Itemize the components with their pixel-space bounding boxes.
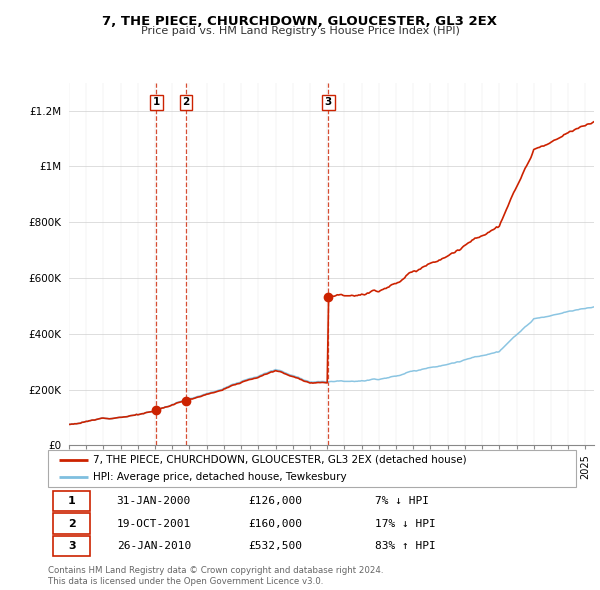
Text: 1: 1 <box>68 496 76 506</box>
Text: 3: 3 <box>325 97 332 107</box>
Text: 2: 2 <box>68 519 76 529</box>
Text: 83% ↑ HPI: 83% ↑ HPI <box>376 541 436 551</box>
Text: 3: 3 <box>68 541 76 551</box>
Text: £160,000: £160,000 <box>248 519 302 529</box>
Text: 1: 1 <box>153 97 160 107</box>
Text: 26-JAN-2010: 26-JAN-2010 <box>116 541 191 551</box>
FancyBboxPatch shape <box>53 513 90 534</box>
Text: 2: 2 <box>182 97 190 107</box>
Text: Price paid vs. HM Land Registry's House Price Index (HPI): Price paid vs. HM Land Registry's House … <box>140 26 460 36</box>
Text: 19-OCT-2001: 19-OCT-2001 <box>116 519 191 529</box>
Text: 7, THE PIECE, CHURCHDOWN, GLOUCESTER, GL3 2EX (detached house): 7, THE PIECE, CHURCHDOWN, GLOUCESTER, GL… <box>93 455 467 464</box>
Text: 17% ↓ HPI: 17% ↓ HPI <box>376 519 436 529</box>
Text: Contains HM Land Registry data © Crown copyright and database right 2024.: Contains HM Land Registry data © Crown c… <box>48 566 383 575</box>
Text: This data is licensed under the Open Government Licence v3.0.: This data is licensed under the Open Gov… <box>48 577 323 586</box>
Text: £532,500: £532,500 <box>248 541 302 551</box>
Text: HPI: Average price, detached house, Tewkesbury: HPI: Average price, detached house, Tewk… <box>93 472 347 481</box>
FancyBboxPatch shape <box>53 536 90 556</box>
Text: £126,000: £126,000 <box>248 496 302 506</box>
Text: 31-JAN-2000: 31-JAN-2000 <box>116 496 191 506</box>
Text: 7% ↓ HPI: 7% ↓ HPI <box>376 496 430 506</box>
FancyBboxPatch shape <box>53 491 90 512</box>
Text: 7, THE PIECE, CHURCHDOWN, GLOUCESTER, GL3 2EX: 7, THE PIECE, CHURCHDOWN, GLOUCESTER, GL… <box>103 15 497 28</box>
